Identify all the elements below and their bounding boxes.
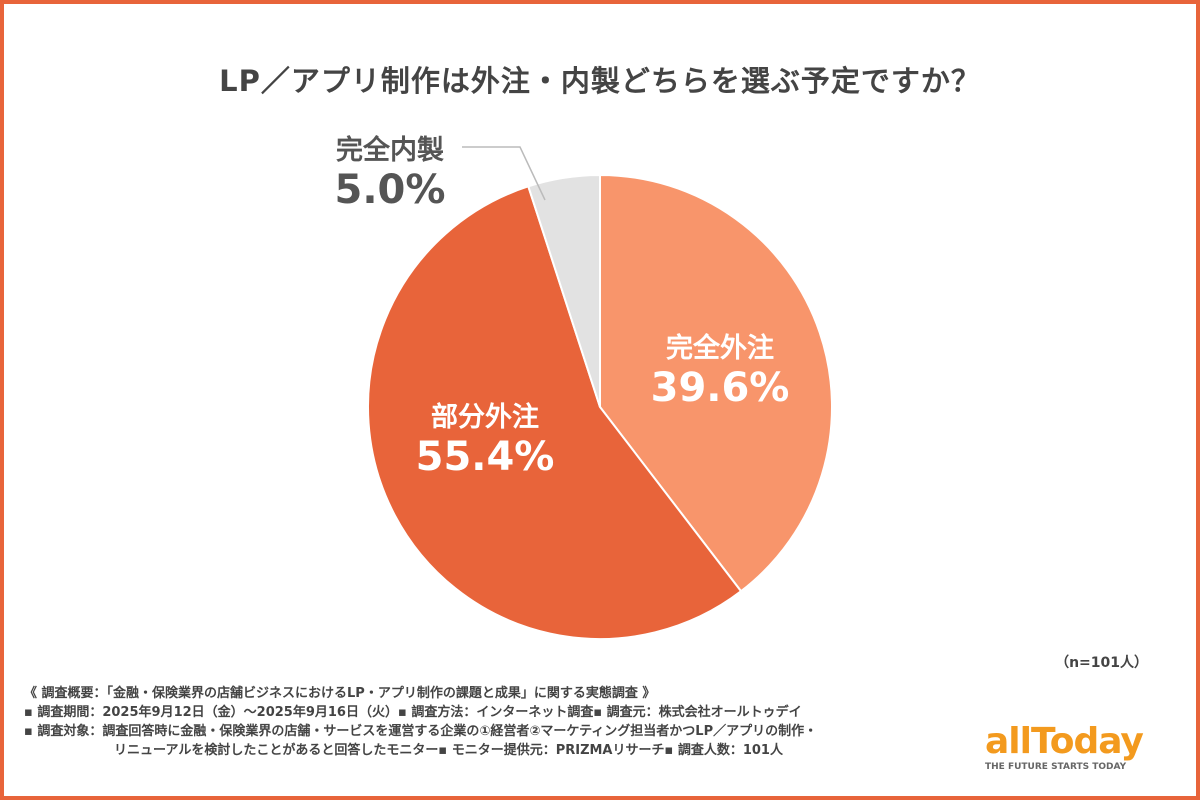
category-label: 完全外注 (666, 333, 774, 364)
label-full-outsource: 完全外注 39.6% (640, 326, 800, 411)
survey-summary: 《 調査概要：「金融・保険業界の店舗ビジネスにおけるLP・アプリ制作の課題と成果… (24, 686, 656, 701)
category-label: 完全内製 (336, 135, 444, 166)
label-partial-outsource: 部分外注 55.4% (405, 395, 565, 480)
value-label: 55.4% (415, 434, 555, 480)
survey-target: ▪ 調査対象：調査回答時に金融・保険業界の店舗・サービスを運営する企業の①経営者… (24, 724, 818, 739)
category-label: 部分外注 (431, 402, 539, 433)
survey-count: ▪ 調査人数：101人 (664, 743, 783, 758)
survey-method: ▪ 調査方法：インターネット調査 (397, 705, 594, 720)
pie-slice-2 (527, 173, 601, 408)
chart-title: LP／アプリ制作は外注・内製どちらを選ぶ予定ですか？ (219, 64, 981, 98)
survey-source: ▪ 調査元：株式会社オールトゥデイ (593, 705, 802, 720)
survey-period: ▪ 調査期間：2025年9月12日（金）〜2025年9月16日（火） (24, 705, 398, 720)
pie-slice-1 (367, 185, 743, 640)
logo-tagline: THE FUTURE STARTS TODAY (985, 762, 1127, 772)
value-label: 5.0% (334, 167, 446, 213)
alltoday-logo: allToday THE FUTURE STARTS TODAY (985, 722, 1185, 772)
pie-slice-0 (599, 173, 833, 593)
leader-line (462, 146, 546, 201)
survey-target-cont: リニューアルを検討したことがあると回答したモニター (114, 743, 439, 758)
survey-provider: ▪ モニター提供元：PRIZMAリサーチ (438, 743, 665, 758)
sample-size: （n=101人） (1055, 655, 1148, 671)
logo-word: allToday (985, 722, 1144, 762)
label-in-house: 完全内製 5.0% (320, 128, 460, 213)
value-label: 39.6% (650, 365, 790, 411)
survey-notes: 《 調査概要：「金融・保険業界の店舗ビジネスにおけるLP・アプリ制作の課題と成果… (24, 684, 964, 760)
